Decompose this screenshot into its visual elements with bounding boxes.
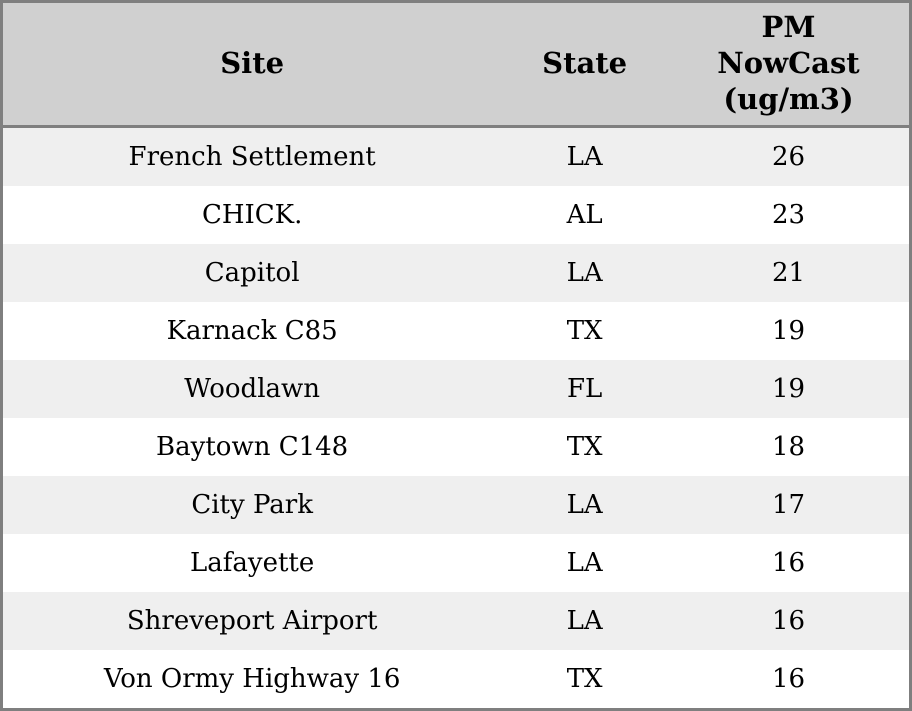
state-cell: LA bbox=[566, 142, 603, 172]
pm-nowcast-cell: 18 bbox=[771, 431, 806, 462]
pm-nowcast-cell: 16 bbox=[771, 547, 806, 578]
pm-nowcast-cell: 19 bbox=[771, 315, 806, 346]
table-row: City Park LA 17 bbox=[3, 475, 909, 534]
table-header: Site State PM NowCast (ug/m3) bbox=[3, 3, 909, 128]
column-header-pm-nowcast-label: PM NowCast (ug/m3) bbox=[717, 10, 860, 116]
table-row: Shreveport Airport LA 16 bbox=[3, 591, 909, 650]
site-cell: Von Ormy Highway 16 bbox=[103, 663, 401, 694]
site-cell: Capitol bbox=[204, 257, 300, 288]
state-cell: LA bbox=[566, 605, 603, 636]
state-cell: TX bbox=[566, 431, 603, 462]
table-row: CHICK. AL 23 bbox=[3, 186, 909, 244]
column-header-state: State bbox=[501, 3, 668, 128]
state-cell: LA bbox=[566, 257, 603, 288]
pm-nowcast-cell: 19 bbox=[771, 373, 806, 404]
site-cell: Baytown C148 bbox=[156, 431, 349, 462]
table-row: Lafayette LA 16 bbox=[3, 533, 909, 592]
site-cell: Woodlawn bbox=[184, 373, 321, 404]
pm-nowcast-cell: 23 bbox=[771, 199, 806, 230]
state-cell: LA bbox=[566, 547, 603, 578]
site-cell: City Park bbox=[191, 489, 313, 520]
table-body: French Settlement LA 26 CHICK. AL 23 Cap… bbox=[3, 126, 909, 708]
column-header-pm-nowcast: PM NowCast (ug/m3) bbox=[668, 3, 909, 128]
state-cell: TX bbox=[566, 315, 603, 346]
state-cell: FL bbox=[566, 373, 603, 404]
pm-nowcast-cell: 16 bbox=[771, 663, 806, 694]
table-row: French Settlement LA 26 bbox=[3, 126, 909, 186]
site-cell: French Settlement bbox=[128, 142, 376, 172]
site-cell: CHICK. bbox=[201, 199, 303, 230]
header-row: Site State PM NowCast (ug/m3) bbox=[3, 3, 909, 128]
column-header-state-label: State bbox=[542, 46, 628, 81]
column-header-site-label: Site bbox=[220, 46, 285, 81]
site-cell: Lafayette bbox=[190, 547, 315, 578]
state-cell: LA bbox=[566, 489, 603, 520]
state-cell: AL bbox=[566, 199, 603, 230]
table-row: Woodlawn FL 19 bbox=[3, 359, 909, 418]
table-row: Von Ormy Highway 16 TX 16 bbox=[3, 649, 909, 708]
pm-nowcast-cell: 17 bbox=[771, 489, 806, 520]
table-row: Karnack C85 TX 19 bbox=[3, 301, 909, 360]
pm-nowcast-table: Site State PM NowCast (ug/m3) French Set… bbox=[3, 3, 909, 708]
column-header-site: Site bbox=[3, 3, 502, 128]
state-cell: TX bbox=[566, 663, 603, 694]
table-row: Capitol LA 21 bbox=[3, 243, 909, 302]
site-cell: Shreveport Airport bbox=[126, 605, 378, 636]
pm-nowcast-cell: 16 bbox=[771, 605, 806, 636]
table-row: Baytown C148 TX 18 bbox=[3, 417, 909, 476]
pm-nowcast-cell: 26 bbox=[771, 142, 806, 172]
site-cell: Karnack C85 bbox=[166, 315, 338, 346]
pm-nowcast-cell: 21 bbox=[771, 257, 806, 288]
